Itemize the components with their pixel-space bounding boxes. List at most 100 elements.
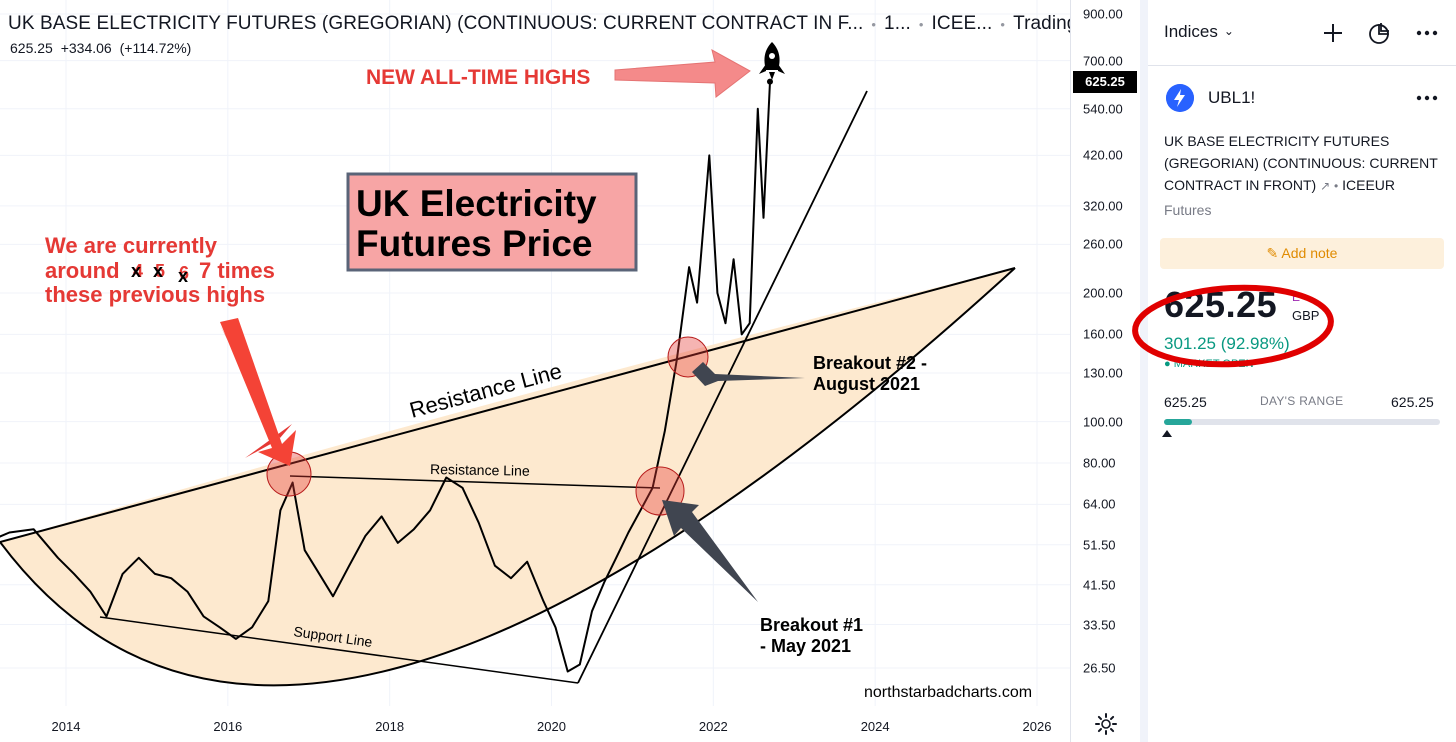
symbol-more-icon[interactable] [1414,88,1440,108]
symbol-exchange[interactable]: ICEEUR [1342,177,1396,193]
header-change-pct: (+114.72%) [119,40,192,56]
watermark: northstarbadcharts.com [864,684,1032,701]
header-last-price: 625.25 [10,40,53,56]
chart-title[interactable]: UK BASE ELECTRICITY FUTURES (GREGORIAN) … [8,13,864,34]
svg-text:x: x [153,261,163,281]
range-track [1164,419,1440,425]
price-tick-label: 160.00 [1083,326,1123,342]
highlight-circle [1132,284,1334,368]
price-tick-label: 130.00 [1083,365,1123,381]
crossed-out-numbers: 4x 5x 6x [131,261,189,286]
price-axis[interactable]: 900.00 700.00 540.00 420.00 320.00 260.00 200.… [1070,0,1140,742]
time-tick-label: 2018 [375,719,405,734]
price-series [0,78,773,673]
chart-pane[interactable]: NEW ALL-TIME HIGHS Resistance Line Resis… [0,0,1070,742]
time-tick-label: 2020 [537,719,566,734]
price-tick-label: 540.00 [1083,101,1123,117]
title-box-line-1: UK Electricity [356,183,597,224]
price-tick-label: 900.00 [1083,6,1123,22]
chart-exchange[interactable]: ICEE... [931,13,993,34]
panel-toolbar: Indices ⌄ [1148,0,1456,66]
resistance-inner-label: Resistance Line [430,461,530,479]
price-tick-label: 320.00 [1083,198,1123,214]
breakout-2-arrow [692,362,805,386]
lightning-icon [1166,84,1194,112]
price-tick-label: 64.00 [1083,496,1116,512]
bowl-shading [0,268,1015,686]
new-highs-label: NEW ALL-TIME HIGHS [366,66,590,89]
list-selector-label[interactable]: Indices [1164,22,1218,41]
chart-symbol-header[interactable]: UK BASE ELECTRICITY FUTURES (GREGORIAN) … [8,11,1070,35]
time-tick-label: 2014 [51,719,81,734]
note-line-1: We are currently [45,233,218,258]
range-high: 625.25 [1391,394,1434,410]
trend-line-steep [577,90,868,684]
chart-ohlc-line: 625.25 +334.06 (+114.72%) [10,40,195,56]
header-change: +334.06 [60,40,112,56]
pie-chart-icon[interactable] [1366,20,1392,46]
price-tick-label: 33.50 [1083,617,1116,632]
series-last-point [766,78,773,85]
list-selector[interactable]: Indices ⌄ [1164,22,1234,42]
svg-text:6: 6 [179,263,189,283]
range-fill [1164,419,1192,425]
breakout-1-label-1: Breakout #1 [760,615,863,635]
price-tick-label: 200.00 [1083,285,1123,301]
price-tick-label: 41.50 [1083,577,1116,593]
gear-icon[interactable] [1094,712,1118,736]
symbol-description: UK BASE ELECTRICITY FUTURES (GREGORIAN) … [1164,130,1444,197]
title-box-line-2: Futures Price [356,223,592,264]
bowl-curve [0,267,1016,687]
previous-high-arrow-body [220,318,296,466]
add-note-button[interactable]: ✎ Add note [1160,238,1444,269]
note-line-2b: 7 times [199,258,275,283]
price-tick-label: 51.50 [1083,537,1116,553]
breakout-2-label-2: August 2021 [813,374,920,394]
price-tick-label: 26.50 [1083,660,1116,676]
breakout-1-label-2: - May 2021 [760,636,851,656]
price-tick-label: 700.00 [1083,53,1123,69]
svg-text:5: 5 [155,261,165,281]
price-tick-label: 80.00 [1083,455,1116,471]
resistance-line-main [0,267,1016,543]
svg-text:x: x [178,266,188,286]
chart-interval[interactable]: 1... [884,13,911,34]
range-marker [1162,430,1172,437]
time-tick-label: 2024 [860,719,890,734]
price-tick-label: 100.00 [1083,414,1123,430]
chevron-down-icon: ⌄ [1223,24,1234,38]
add-note-label: Add note [1281,245,1338,261]
chart-source: TradingV... [1013,13,1070,34]
last-price-label: 625.25 [1073,70,1137,93]
plus-icon[interactable] [1320,20,1346,46]
support-line [99,616,579,684]
panel-divider[interactable] [1140,0,1148,742]
external-link-icon[interactable]: ↗ [1320,179,1331,193]
rocket-icon [759,42,785,80]
price-currency: GBP [1292,308,1320,323]
time-tick-label: 2022 [698,719,728,734]
price-change: 301.25 (92.98%) [1164,334,1290,353]
note-line-3: these previous highs [45,282,265,307]
separator-dot: • [1334,179,1339,193]
symbol-description-text: UK BASE ELECTRICITY FUTURES (GREGORIAN) … [1164,133,1438,193]
time-tick-label: 2016 [213,719,243,734]
range-low: 625.25 [1164,394,1207,410]
price-tick-label: 260.00 [1083,236,1123,252]
range-label: DAY'S RANGE [1260,394,1344,408]
more-icon[interactable] [1414,20,1440,46]
svg-text:4: 4 [133,261,143,281]
watchlist-panel: Indices ⌄ UBL1! UK BASE ELECTRICITY [1132,0,1456,742]
symbol-ticker[interactable]: UBL1! [1208,88,1256,107]
breakout-1-arrow [662,500,758,602]
price-tick-label: 420.00 [1083,147,1123,163]
note-line-2a: around [45,258,120,283]
pencil-icon: ✎ [1266,245,1279,261]
series-line [0,81,771,673]
time-tick-label: 2026 [1022,719,1052,734]
breakout-2-label-1: Breakout #2 - [813,353,927,373]
new-high-arrow [614,49,751,98]
symbol-type: Futures [1164,202,1212,218]
chart-canvas[interactable]: NEW ALL-TIME HIGHS Resistance Line Resis… [0,0,1070,742]
